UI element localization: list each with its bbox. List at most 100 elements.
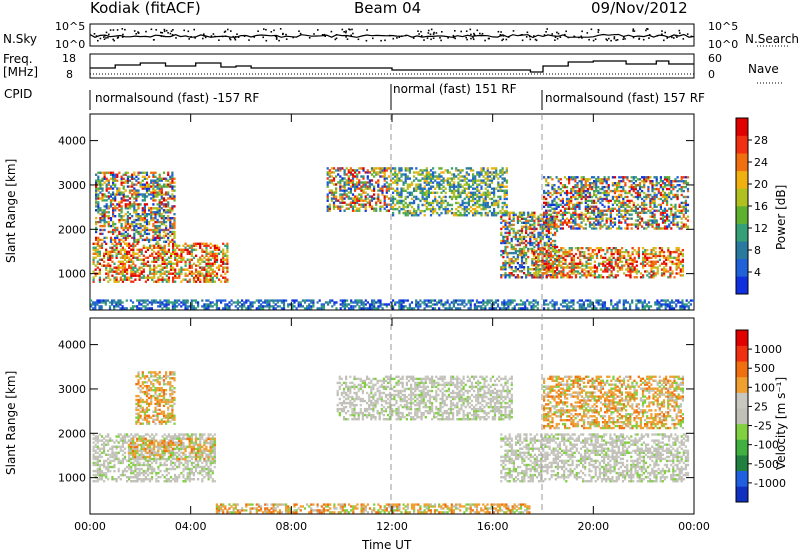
- echo-cell: [630, 213, 633, 216]
- echo-cell: [680, 189, 683, 193]
- echo-cell: [644, 264, 647, 267]
- echo-cell: [174, 242, 177, 245]
- echo-cell: [531, 213, 534, 217]
- echo-cell: [360, 167, 363, 170]
- echo-cell: [529, 247, 532, 251]
- echo-cell: [655, 176, 658, 179]
- echo-cell: [644, 260, 647, 263]
- echo-cell: [457, 185, 460, 188]
- echo-cell: [649, 201, 652, 205]
- echo-cell: [130, 280, 133, 283]
- echo-cell: [427, 195, 430, 199]
- echo-cell: [506, 241, 509, 245]
- echo-cell: [611, 195, 614, 199]
- echo-cell: [98, 258, 101, 261]
- echo-cell: [582, 178, 585, 181]
- echo-cell: [180, 272, 183, 275]
- echo-cell: [396, 193, 399, 197]
- echo-cell: [588, 221, 592, 224]
- echo-cell: [105, 215, 108, 218]
- echo-cell: [133, 205, 136, 208]
- cpid-segment-2: normal (fast) 151 RF: [393, 82, 517, 96]
- echo-cell: [574, 247, 578, 250]
- echo-cell: [157, 280, 160, 283]
- nsky-point: [243, 35, 246, 37]
- echo-cell: [512, 229, 515, 233]
- echo-cell: [211, 250, 214, 253]
- echo-cell: [518, 229, 521, 233]
- echo-cell: [366, 175, 369, 178]
- echo-cell: [145, 185, 149, 188]
- echo-cell: [408, 185, 411, 188]
- echo-cell: [169, 211, 172, 214]
- echo-cell: [670, 227, 673, 230]
- echo-cell: [667, 249, 670, 252]
- echo-cell: [153, 260, 156, 263]
- echo-cell: [501, 169, 504, 172]
- echo-cell: [647, 219, 650, 222]
- echo-cell: [446, 171, 449, 174]
- echo-cell: [533, 233, 536, 237]
- echo-cell: [356, 197, 359, 200]
- echo-cell: [635, 252, 638, 256]
- echo-cell: [514, 233, 517, 237]
- echo-cell: [650, 264, 653, 267]
- echo-cell: [139, 193, 142, 196]
- echo-cell: [480, 195, 483, 199]
- echo-cell: [603, 191, 606, 195]
- echo-cell: [133, 226, 136, 230]
- echo-cell: [171, 238, 174, 242]
- echo-cell: [415, 167, 418, 170]
- echo-cell: [680, 217, 683, 220]
- echo-cell: [171, 197, 174, 200]
- echo-cell: [554, 239, 557, 243]
- echo-cell: [167, 256, 170, 259]
- echo-cell: [207, 256, 210, 259]
- echo-cell: [425, 169, 428, 172]
- echo-cell: [668, 215, 671, 218]
- echo-cell: [518, 241, 521, 245]
- echo-cell: [143, 230, 146, 234]
- echo-cell: [593, 185, 596, 189]
- echo-cell: [597, 191, 600, 195]
- echo-cell: [377, 181, 380, 184]
- echo-cell: [143, 220, 146, 224]
- echo-cell: [595, 247, 599, 250]
- echo-cell: [103, 224, 106, 228]
- echo-cell: [116, 193, 119, 196]
- echo-cell: [158, 179, 161, 182]
- echo-cell: [564, 258, 567, 262]
- echo-cell: [574, 209, 577, 212]
- nsky-point: [453, 36, 455, 39]
- echo-cell: [657, 227, 660, 230]
- echo-cell: [402, 187, 405, 190]
- echo-cell: [157, 254, 160, 257]
- echo-cell: [672, 184, 675, 187]
- echo-cell: [646, 249, 649, 252]
- echo-cell: [622, 201, 625, 205]
- echo-cell: [152, 224, 155, 228]
- echo-cell: [635, 264, 638, 267]
- echo-cell: [157, 244, 160, 247]
- nsky-point: [535, 39, 538, 42]
- echo-cell: [551, 219, 555, 223]
- echo-cell: [531, 261, 534, 265]
- echo-cell: [674, 217, 677, 220]
- echo-cell: [505, 167, 508, 170]
- echo-cell: [553, 191, 556, 195]
- echo-cell: [419, 173, 422, 176]
- echo-cell: [330, 175, 333, 178]
- echo-cell: [448, 183, 451, 186]
- echo-cell: [512, 223, 515, 227]
- echo-cell: [467, 191, 470, 195]
- nave-tick-top: 60: [708, 52, 722, 65]
- echo-cell: [188, 264, 191, 267]
- echo-cell: [605, 182, 608, 185]
- echo-cell: [501, 173, 504, 176]
- echo-cell: [190, 252, 193, 255]
- echo-cell: [148, 228, 151, 232]
- echo-cell: [107, 179, 110, 182]
- echo-cell: [192, 276, 196, 279]
- echo-cell: [95, 181, 98, 184]
- echo-cell: [135, 209, 138, 212]
